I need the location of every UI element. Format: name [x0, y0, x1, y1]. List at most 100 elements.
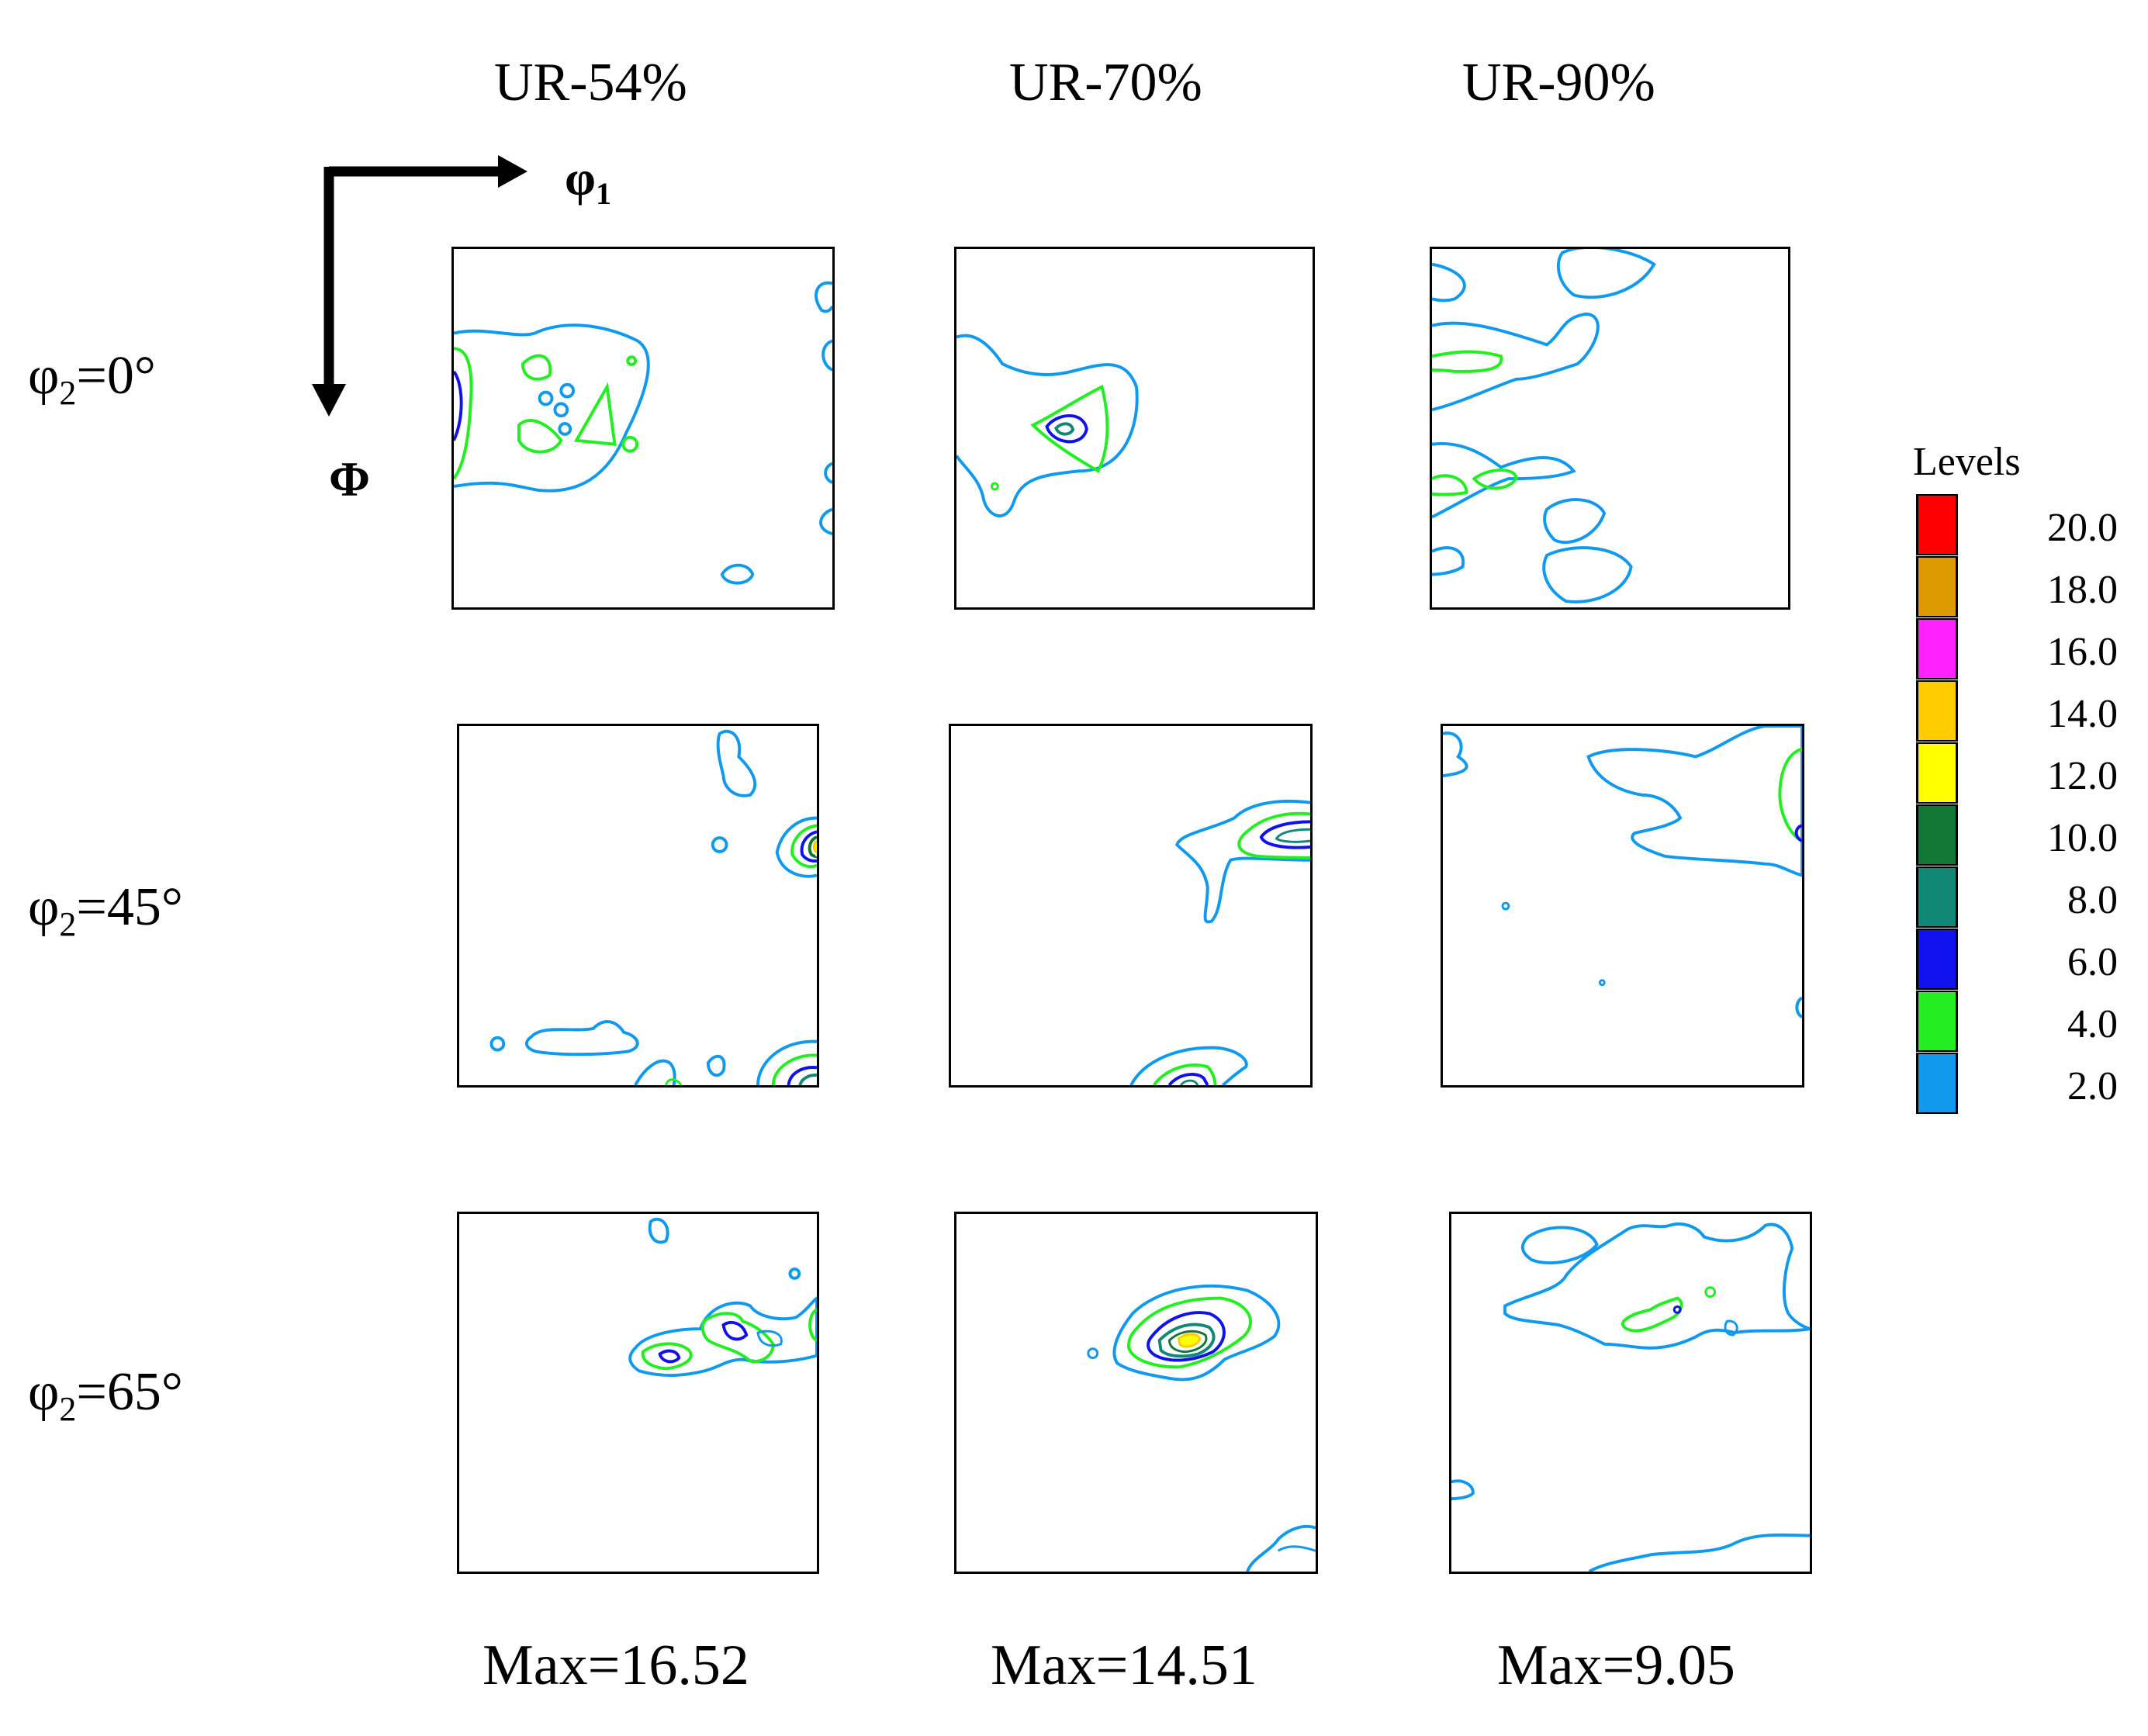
legend-level-label: 8.0	[2067, 878, 2118, 922]
contour-4	[454, 347, 473, 480]
contour-4	[1432, 350, 1503, 373]
contour-6	[1167, 1072, 1209, 1085]
phi1-arrow-head	[498, 155, 527, 188]
contour-2	[1277, 1545, 1316, 1552]
contour-2	[454, 323, 650, 493]
legend-level-label: 14.0	[2047, 692, 2118, 736]
legend-entry: 16.0	[1916, 618, 2118, 680]
contour-2	[775, 816, 817, 878]
max-label-ur-70: Max=14.51	[991, 1634, 1257, 1697]
contour-6	[800, 830, 817, 863]
contour-2	[1588, 1533, 1810, 1572]
legend-level-label: 10.0	[2047, 816, 2118, 860]
contour-6	[1672, 1305, 1682, 1314]
contour-2	[1112, 1285, 1281, 1382]
column-title-ur-54: UR-54%	[494, 53, 687, 112]
contour-2	[706, 1054, 726, 1077]
contour-4	[626, 355, 638, 367]
contour-2	[1503, 1222, 1810, 1350]
legend-swatch	[1916, 680, 1958, 742]
contour-2	[720, 563, 755, 585]
contour-2	[1542, 546, 1633, 603]
contour-2	[559, 382, 576, 399]
legend-level-label: 6.0	[2067, 940, 2118, 984]
contour-8	[1179, 1079, 1199, 1085]
contour-2	[821, 339, 832, 372]
contour-2	[824, 462, 832, 484]
row-label-phi2-0: φ2=0°	[28, 346, 156, 412]
legend-swatch	[1916, 494, 1958, 555]
contour-14	[1177, 1333, 1202, 1348]
contour-2	[1246, 1524, 1316, 1572]
contour-4	[990, 482, 999, 491]
contour-4	[1621, 1296, 1683, 1333]
contour-4	[621, 435, 639, 453]
contour-10	[808, 835, 817, 859]
contour-2	[553, 402, 569, 418]
contour-2	[788, 1267, 801, 1280]
row-label-phi2-45: φ2=45°	[28, 877, 183, 943]
contour-4	[808, 1308, 817, 1342]
contour-4	[1127, 1296, 1253, 1369]
legend-swatch	[1916, 929, 1958, 990]
contour-2	[1795, 996, 1802, 1018]
legend-level-label: 4.0	[2067, 1002, 2118, 1046]
contour-2	[711, 836, 728, 853]
contour-4	[1704, 1286, 1717, 1299]
odf-panel-ur54-phi2-0	[451, 247, 835, 610]
contour-2	[1087, 1347, 1099, 1360]
max-label-ur-54: Max=16.52	[483, 1634, 749, 1697]
contour-2	[1432, 262, 1466, 303]
contour-10	[1167, 1330, 1208, 1354]
odf-panel-ur54-phi2-65	[457, 1212, 819, 1574]
contour-2	[819, 507, 832, 536]
odf-panel-ur90-phi2-65	[1449, 1212, 1812, 1574]
legend-level-label: 16.0	[2047, 630, 2118, 674]
contour-2	[1432, 312, 1600, 412]
odf-panel-ur70-phi2-0	[954, 247, 1315, 610]
contour-4	[790, 824, 817, 869]
contour-4	[1472, 469, 1518, 490]
column-title-ur-70: UR-70%	[1009, 53, 1202, 112]
contour-2	[1520, 1226, 1599, 1265]
legend-entry: 14.0	[1916, 680, 2118, 742]
contour-4	[517, 419, 563, 454]
contour-6	[721, 1321, 749, 1341]
contour-6	[1147, 1311, 1226, 1362]
legend-swatch	[1916, 804, 1958, 866]
contour-6	[1259, 820, 1310, 849]
contour-4	[573, 382, 617, 446]
contour-2	[815, 281, 832, 313]
phi1-axis-label: φ1	[565, 150, 611, 211]
legend-level-label: 20.0	[2047, 506, 2118, 550]
contour-12	[812, 839, 817, 854]
contour-8	[1275, 828, 1310, 843]
contour-2	[1724, 1319, 1738, 1337]
contour-4	[641, 1342, 693, 1371]
contour-2	[538, 390, 554, 406]
contour-4	[521, 354, 552, 381]
big-phi-arrow-head	[312, 384, 346, 417]
column-title-ur-90: UR-90%	[1462, 53, 1655, 112]
legend-entry: 2.0	[1916, 1053, 2118, 1114]
contour-2	[756, 1039, 817, 1085]
contour-2	[1556, 249, 1656, 299]
legend-entry: 18.0	[1916, 556, 2118, 617]
odf-panel-ur54-phi2-45	[457, 724, 819, 1088]
contour-2	[1451, 1479, 1475, 1501]
contour-2	[716, 729, 757, 797]
legend-swatch	[1916, 742, 1958, 804]
odf-panel-ur90-phi2-0	[1430, 247, 1790, 610]
contour-6	[787, 1066, 817, 1085]
legend-entry: 6.0	[1916, 929, 2118, 990]
legend-level-label: 12.0	[2047, 754, 2118, 798]
contour-2	[1443, 731, 1468, 778]
contour-2	[525, 1020, 639, 1056]
contour-6	[1794, 824, 1802, 842]
contour-8	[798, 1074, 817, 1085]
contour-6	[454, 370, 463, 441]
contour-4	[665, 1078, 683, 1085]
legend-swatch	[1916, 866, 1958, 928]
contour-2	[489, 1036, 506, 1052]
contour-2	[1543, 498, 1607, 545]
